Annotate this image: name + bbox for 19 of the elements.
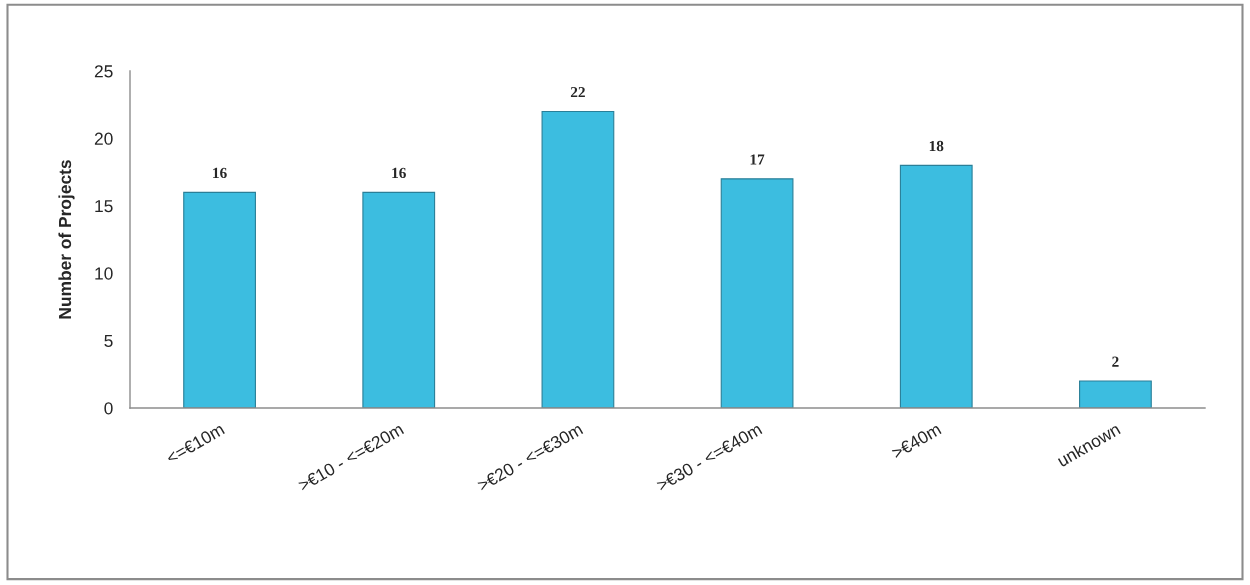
- data-label: 16: [392, 167, 406, 179]
- y-tick-label: 10: [95, 267, 113, 280]
- y-tick-label: 20: [94, 132, 113, 145]
- data-label: 18: [929, 140, 944, 152]
- bar: [720, 178, 794, 408]
- data-label: 2: [1112, 356, 1119, 367]
- bar: [541, 110, 615, 408]
- bar: [362, 191, 436, 408]
- y-tick-label: 25: [94, 65, 113, 78]
- y-axis-title: Number of Projects: [58, 160, 75, 319]
- data-label: 22: [570, 86, 585, 98]
- y-tick-label: 5: [104, 334, 113, 348]
- bar: [1079, 380, 1152, 408]
- y-tick-label: 0: [104, 402, 113, 415]
- y-tick-label: 15: [95, 200, 113, 213]
- data-label: 16: [213, 167, 227, 179]
- bar: [899, 164, 973, 408]
- data-label: 17: [750, 154, 765, 165]
- bar: [183, 191, 256, 408]
